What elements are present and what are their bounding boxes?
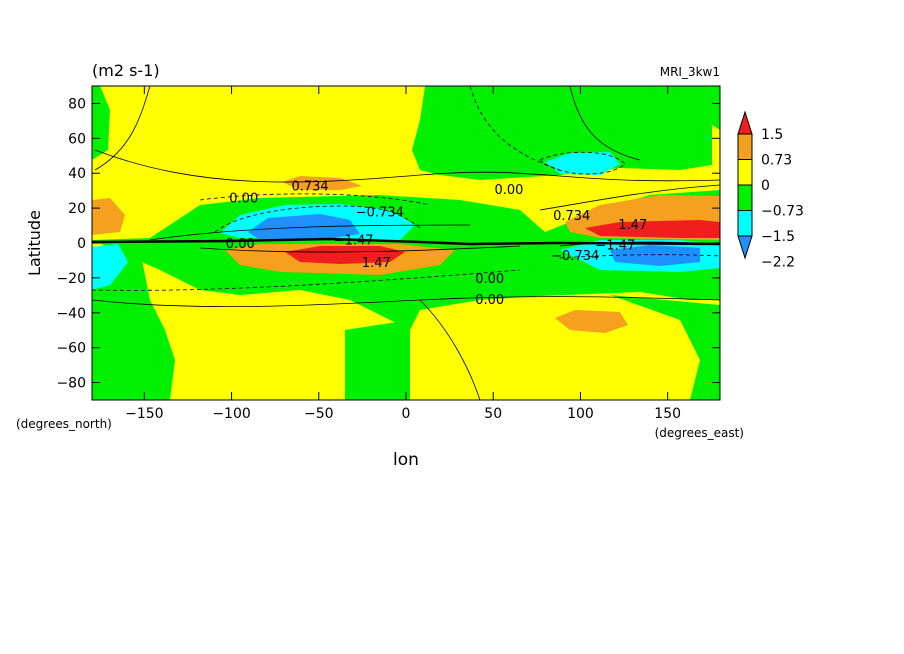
contour-label: 0.00 (475, 272, 504, 287)
colorbar-label: −2.2 (761, 255, 795, 271)
x-axis-label: lon (393, 450, 419, 470)
contour-label: −1.47 (334, 234, 374, 249)
colorbar-label: −0.73 (761, 204, 804, 220)
red-region-east (585, 220, 720, 238)
contour-lines (92, 86, 720, 400)
x-tick-label: −150 (125, 406, 163, 422)
orange-region-north (282, 176, 362, 190)
contour-label: 0.00 (475, 293, 504, 308)
contour-label: 0.734 (291, 179, 328, 194)
green-region-southwest (92, 250, 175, 400)
blue-region-east (610, 245, 700, 266)
contour-label: 0.00 (494, 183, 523, 198)
thick-zero-line (92, 237, 720, 246)
title-model: MRI_3kw1 (660, 65, 720, 79)
colorbar-label: 0 (761, 178, 770, 194)
y-tick-label: −80 (56, 376, 86, 392)
y-tick-label: 40 (68, 166, 86, 182)
contour-labels: 0.734 0.00 −0.734 0.00 0.734 1.47 0.00 −1.47 1.4… (226, 179, 647, 307)
title-units: (m2 s-1) (92, 61, 160, 80)
colorbar-bottom-arrow (737, 235, 753, 260)
x-axis-unit: (degrees_east) (655, 426, 744, 440)
cyan-region-west (92, 244, 128, 290)
colorbar-swatch (737, 159, 753, 186)
x-tick-label: 150 (654, 406, 681, 422)
x-tick-label: 100 (567, 406, 594, 422)
x-tick-label: 0 (402, 406, 411, 422)
colorbar-label: −1.5 (761, 229, 795, 245)
negative-contour-lines (92, 86, 720, 291)
contour-label: −0.734 (551, 249, 599, 264)
contour-label: 0.734 (553, 209, 590, 224)
y-tick-label: 0 (77, 236, 86, 252)
red-region-central (285, 246, 405, 264)
y-tick-label: −40 (56, 306, 86, 322)
y-tick-label: −20 (56, 271, 86, 287)
x-tick-label: −50 (304, 406, 334, 422)
cyan-region-northeast (545, 152, 620, 175)
colorbar-label: 0.73 (761, 153, 792, 169)
x-tick-label: −100 (212, 406, 250, 422)
green-region-northeast (412, 86, 720, 180)
green-region-southeast (610, 295, 720, 400)
green-region-southcentral (345, 320, 410, 400)
colorbar-swatch (737, 210, 753, 237)
colorbar-top-arrow (737, 110, 753, 135)
colorbar: 1.5 0.73 0 −0.73 −1.5 −2.2 (737, 110, 804, 271)
colorbar-swatch (737, 184, 753, 211)
orange-region-west (92, 198, 125, 235)
contour-label: 0.00 (226, 237, 255, 252)
y-tick-label: 60 (68, 131, 86, 147)
contour-label: 0.00 (229, 192, 258, 207)
orange-region-south (555, 310, 628, 333)
contour-label: 1.47 (362, 256, 391, 271)
x-ticks: −150 −100 −50 0 50 100 150 (125, 86, 681, 422)
contour-label: 1.47 (618, 218, 647, 233)
plot-area (92, 86, 720, 400)
y-axis-unit: (degrees_north) (16, 417, 112, 431)
y-ticks: 80 60 40 20 0 −20 −40 −60 −80 (56, 96, 720, 392)
y-tick-label: 20 (68, 201, 86, 217)
contour-label: −1.47 (595, 239, 635, 254)
colorbar-label: 1.5 (761, 127, 783, 143)
colorbar-swatch (737, 133, 753, 160)
y-tick-label: 80 (68, 96, 86, 112)
y-axis-label: Latitude (25, 210, 44, 276)
y-tick-label: −60 (56, 341, 86, 357)
contour-label: −0.734 (356, 206, 404, 221)
green-region-northwest (92, 86, 110, 160)
x-tick-label: 50 (484, 406, 502, 422)
